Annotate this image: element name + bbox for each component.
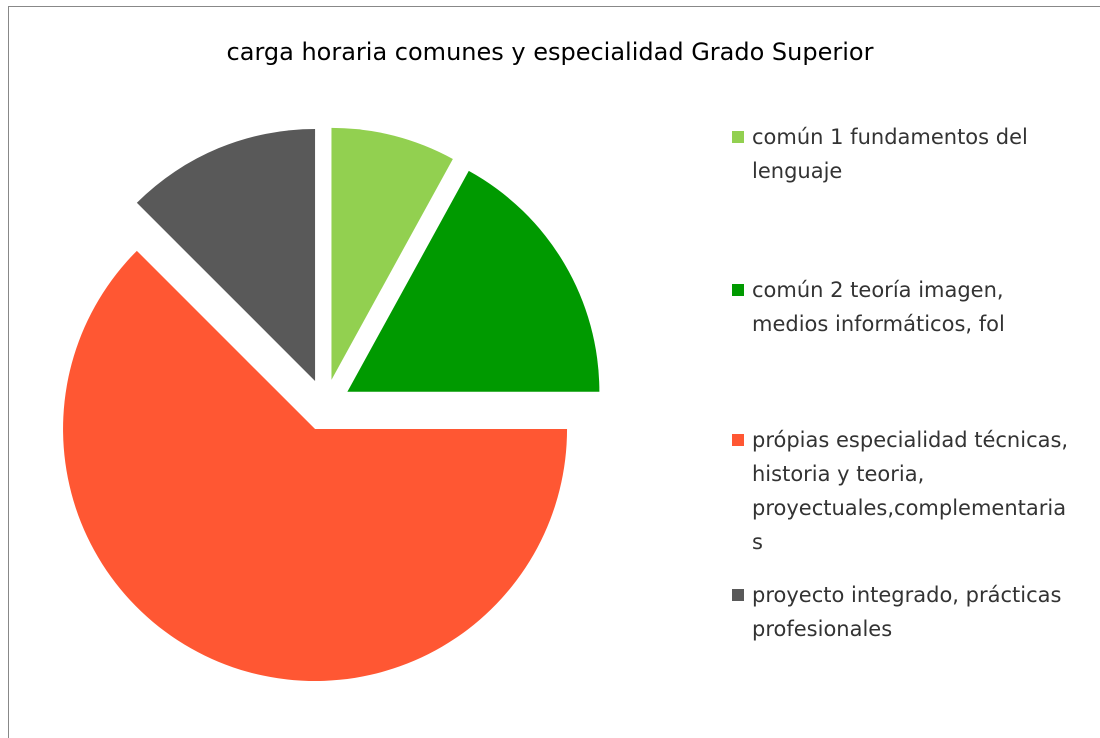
legend-item: común 1 fundamentos del lenguaje bbox=[732, 120, 1072, 188]
legend-swatch bbox=[732, 131, 744, 143]
chart-frame bbox=[8, 6, 1100, 738]
legend-label: común 2 teoría imagen, medios informátic… bbox=[752, 278, 1005, 336]
legend-label: própias especialidad técnicas, historia … bbox=[752, 428, 1069, 554]
legend-swatch bbox=[732, 284, 744, 296]
pie-slice bbox=[331, 127, 453, 380]
legend-label: proyecto integrado, prácticas profesiona… bbox=[752, 583, 1062, 641]
legend-swatch bbox=[732, 434, 744, 446]
legend-item: proyecto integrado, prácticas profesiona… bbox=[732, 578, 1072, 646]
pie-slice bbox=[63, 250, 568, 682]
legend-item: común 2 teoría imagen, medios informátic… bbox=[732, 273, 1072, 341]
pie-slice bbox=[347, 170, 600, 392]
legend-swatch bbox=[732, 589, 744, 601]
legend-label: común 1 fundamentos del lenguaje bbox=[752, 125, 1028, 183]
pie-slice bbox=[136, 128, 316, 381]
chart-title: carga horaria comunes y especialidad Gra… bbox=[226, 38, 874, 66]
legend-item: própias especialidad técnicas, historia … bbox=[732, 423, 1072, 559]
